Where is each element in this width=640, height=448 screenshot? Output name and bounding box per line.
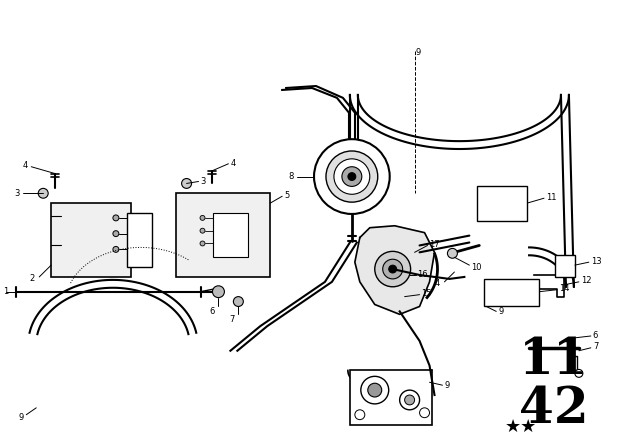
Circle shape xyxy=(355,410,365,420)
Text: 8: 8 xyxy=(289,172,294,181)
Text: 13: 13 xyxy=(591,257,602,266)
FancyBboxPatch shape xyxy=(127,213,152,267)
Text: 3: 3 xyxy=(200,177,206,186)
Text: 6: 6 xyxy=(210,307,215,316)
Text: 9: 9 xyxy=(498,307,504,316)
Circle shape xyxy=(113,246,119,252)
Circle shape xyxy=(200,241,205,246)
Circle shape xyxy=(399,390,420,410)
FancyBboxPatch shape xyxy=(350,370,431,425)
Circle shape xyxy=(200,228,205,233)
Text: 9: 9 xyxy=(415,48,421,57)
Text: 11: 11 xyxy=(546,193,557,202)
Circle shape xyxy=(212,286,225,297)
Text: 4: 4 xyxy=(23,161,28,170)
FancyBboxPatch shape xyxy=(477,186,527,221)
Circle shape xyxy=(361,376,388,404)
Circle shape xyxy=(447,248,458,258)
Circle shape xyxy=(326,151,378,202)
Circle shape xyxy=(420,408,429,418)
Text: 4: 4 xyxy=(434,280,440,289)
Text: 7: 7 xyxy=(230,315,235,324)
Circle shape xyxy=(575,370,583,377)
Text: 6: 6 xyxy=(593,331,598,340)
Circle shape xyxy=(200,215,205,220)
Circle shape xyxy=(342,167,362,186)
Circle shape xyxy=(113,231,119,237)
FancyBboxPatch shape xyxy=(484,279,539,306)
Text: 11: 11 xyxy=(519,336,589,385)
Circle shape xyxy=(38,188,48,198)
Circle shape xyxy=(234,297,243,306)
Text: 10: 10 xyxy=(471,263,482,271)
Polygon shape xyxy=(355,226,435,314)
Text: 2: 2 xyxy=(29,275,35,284)
Text: 5: 5 xyxy=(284,191,289,200)
Circle shape xyxy=(388,265,397,273)
Text: 12: 12 xyxy=(581,276,591,285)
Circle shape xyxy=(113,215,119,221)
Circle shape xyxy=(348,172,356,181)
Text: 4: 4 xyxy=(230,159,236,168)
Text: 15: 15 xyxy=(422,289,432,298)
Circle shape xyxy=(368,383,381,397)
FancyBboxPatch shape xyxy=(555,255,575,277)
Circle shape xyxy=(334,159,370,194)
Text: 16: 16 xyxy=(417,271,428,280)
Circle shape xyxy=(404,395,415,405)
Text: 1: 1 xyxy=(3,287,8,296)
Text: 14: 14 xyxy=(559,284,570,293)
Circle shape xyxy=(375,251,411,287)
FancyBboxPatch shape xyxy=(51,203,131,277)
Circle shape xyxy=(314,139,390,214)
Text: 7: 7 xyxy=(593,342,598,351)
Circle shape xyxy=(182,179,191,188)
Text: 42: 42 xyxy=(519,385,589,434)
FancyBboxPatch shape xyxy=(175,193,270,277)
Text: 9: 9 xyxy=(444,381,450,390)
FancyBboxPatch shape xyxy=(214,213,248,257)
Text: 9: 9 xyxy=(18,413,23,422)
Text: 3: 3 xyxy=(14,189,19,198)
Circle shape xyxy=(383,259,403,279)
Text: ★★: ★★ xyxy=(505,418,537,435)
Text: 17: 17 xyxy=(429,240,440,249)
